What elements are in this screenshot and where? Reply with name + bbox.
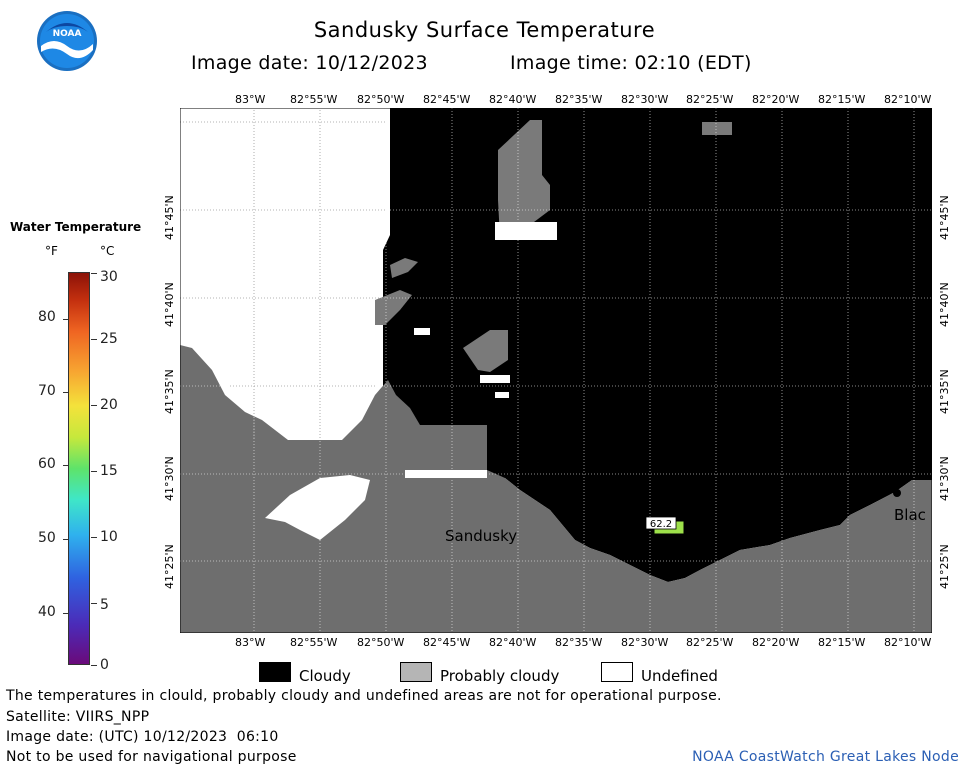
lon-tick-top: 82°50'W — [357, 93, 405, 106]
lon-tick-top: 82°30'W — [621, 93, 669, 106]
lon-tick-bottom: 82°30'W — [621, 636, 669, 649]
temperature-colorbar — [63, 272, 97, 666]
temperature-map: 62.2 Sandusky Blac — [180, 108, 932, 633]
lon-tick-top: 82°45'W — [423, 93, 471, 106]
lon-tick-bottom: 82°15'W — [818, 636, 866, 649]
lon-tick-top: 82°25'W — [686, 93, 734, 106]
f-scale-label: 40 — [38, 604, 56, 620]
lat-tick-left: 41°30'N — [163, 456, 176, 501]
navigation-warning: Not to be used for navigational purpose — [6, 749, 297, 765]
lon-tick-bottom: 82°10'W — [884, 636, 932, 649]
f-scale-label: 60 — [38, 456, 56, 472]
undefined-label: Undefined — [641, 667, 718, 685]
lon-tick-bottom: 82°20'W — [752, 636, 800, 649]
c-tick — [91, 471, 97, 472]
c-tick — [91, 665, 97, 666]
cloudy-swatch — [259, 662, 291, 682]
lat-tick-right: 41°40'N — [938, 282, 951, 327]
c-scale-label: 25 — [100, 331, 118, 347]
image-date-label: Image date: 10/12/2023 — [191, 52, 428, 74]
satellite-text: Satellite: VIIRS_NPP — [6, 709, 150, 725]
undefined-speck — [414, 328, 430, 335]
undefined-speck — [480, 375, 510, 383]
probably-cloudy-swatch — [400, 662, 432, 682]
lat-tick-left: 41°25'N — [163, 544, 176, 589]
lon-tick-top: 83°W — [235, 93, 266, 106]
noaa-logo-text: NOAA — [53, 29, 82, 39]
f-tick — [63, 613, 69, 614]
lon-tick-bottom: 83°W — [235, 636, 266, 649]
c-tick — [91, 537, 97, 538]
lon-tick-top: 82°40'W — [489, 93, 537, 106]
f-tick — [63, 465, 69, 466]
lon-tick-bottom: 82°35'W — [555, 636, 603, 649]
lat-tick-right: 41°35'N — [938, 369, 951, 414]
lon-tick-top: 82°35'W — [555, 93, 603, 106]
c-scale-label: 15 — [100, 463, 118, 479]
lat-tick-right: 41°25'N — [938, 544, 951, 589]
utc-date-text: Image date: (UTC) 10/12/2023 06:10 — [6, 729, 279, 745]
lat-tick-right: 41°45'N — [938, 195, 951, 240]
undefined-swatch — [601, 662, 633, 682]
temperature-legend-title: Water Temperature — [10, 220, 142, 234]
buoy-value: 62.2 — [650, 519, 672, 530]
black-river-label: Blac — [894, 506, 926, 524]
lon-tick-top: 82°10'W — [884, 93, 932, 106]
undefined-strip — [405, 470, 487, 478]
lon-tick-top: 82°15'W — [818, 93, 866, 106]
f-scale-label: 80 — [38, 309, 56, 325]
map-title: Sandusky Surface Temperature — [313, 18, 656, 42]
cloudy-label: Cloudy — [299, 667, 351, 685]
f-tick — [63, 392, 69, 393]
black-river-dot — [893, 489, 901, 497]
graticule-undefined — [180, 110, 386, 440]
c-scale-label: 5 — [100, 597, 109, 613]
lon-tick-bottom: 82°40'W — [489, 636, 537, 649]
lat-tick-left: 41°40'N — [163, 282, 176, 327]
probably-cloudy-area — [702, 122, 732, 135]
c-tick — [91, 405, 97, 406]
lon-tick-bottom: 82°25'W — [686, 636, 734, 649]
c-scale-label: 20 — [100, 397, 118, 413]
c-tick — [91, 273, 97, 274]
lat-tick-left: 41°35'N — [163, 369, 176, 414]
lon-tick-top: 82°20'W — [752, 93, 800, 106]
c-tick — [91, 339, 97, 340]
buoy-label-box — [645, 516, 677, 530]
lon-tick-bottom: 82°45'W — [423, 636, 471, 649]
sandusky-label: Sandusky — [445, 527, 517, 545]
unit-c-label: °C — [100, 244, 115, 258]
c-scale-label: 30 — [100, 269, 118, 285]
f-tick — [63, 319, 69, 320]
probably-cloudy-area — [390, 258, 418, 278]
image-time-label: Image time: 02:10 (EDT) — [510, 52, 752, 74]
c-scale-label: 10 — [100, 529, 118, 545]
lon-tick-top: 82°55'W — [290, 93, 338, 106]
probably-cloudy-area — [463, 330, 508, 372]
lat-tick-left: 41°45'N — [163, 195, 176, 240]
graticule — [180, 108, 932, 633]
undefined-speck — [495, 222, 557, 240]
f-scale-label: 70 — [38, 383, 56, 399]
undefined-bay — [265, 475, 370, 540]
f-tick — [63, 539, 69, 540]
lat-tick-right: 41°30'N — [938, 456, 951, 501]
disclaimer-text: The temperatures in clould, probably clo… — [6, 688, 722, 704]
undefined-speck — [495, 392, 509, 398]
c-scale-label: 0 — [100, 657, 109, 673]
lon-tick-bottom: 82°55'W — [290, 636, 338, 649]
unit-f-label: °F — [45, 244, 58, 258]
lon-tick-bottom: 82°50'W — [357, 636, 405, 649]
c-tick — [91, 603, 97, 604]
noaa-logo: NOAA — [37, 11, 97, 71]
probably-cloudy-area — [375, 290, 412, 325]
probably-cloudy-label: Probably cloudy — [440, 667, 560, 685]
f-scale-label: 50 — [38, 530, 56, 546]
credit-link[interactable]: NOAA CoastWatch Great Lakes Node — [692, 749, 959, 765]
